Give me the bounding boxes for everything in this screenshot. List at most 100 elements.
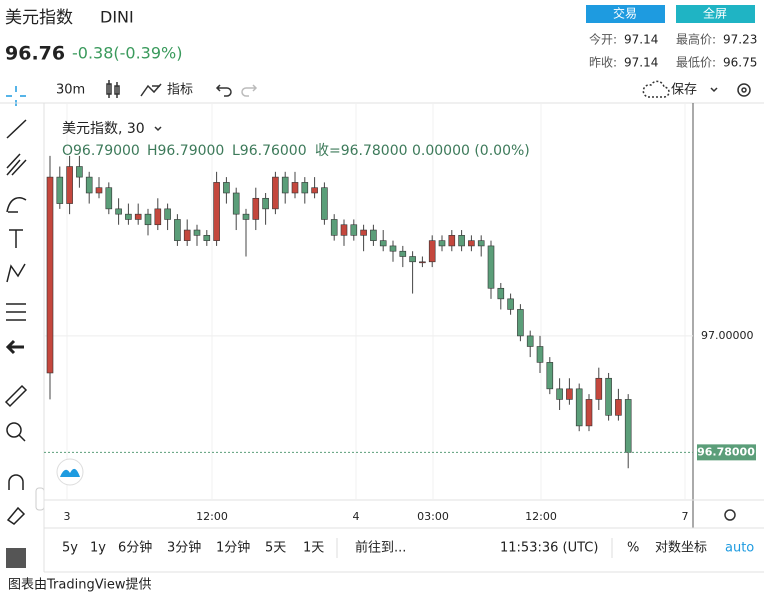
bottom-bar: 5y 1y 6分钟 3分钟 1分钟 5天 1天 [62, 540, 324, 556]
magnet-tool[interactable] [8, 474, 24, 490]
tv-logo[interactable] [56, 458, 84, 486]
candle-body [399, 250, 407, 257]
axis-settings-icon[interactable] [724, 509, 736, 521]
range-button[interactable]: 6分钟 [118, 540, 152, 556]
save-menu-icon[interactable] [710, 87, 718, 93]
redo-icon[interactable] [241, 84, 258, 97]
legend-high: H96.79000 [147, 143, 224, 159]
candle-body [174, 219, 181, 241]
trade-label[interactable]: 交易 [613, 6, 637, 21]
ruler-tool[interactable] [4, 384, 28, 408]
settings-icon[interactable] [737, 83, 751, 97]
zoom-tool[interactable] [6, 422, 22, 438]
candle-body [438, 240, 446, 247]
candle-body [477, 240, 485, 247]
indicator-icon[interactable] [140, 83, 162, 97]
line-tool[interactable] [6, 119, 27, 139]
candle-body [379, 240, 387, 247]
brush-tool[interactable] [6, 197, 27, 213]
candle-body [125, 213, 132, 220]
stat-label: 昨收: [589, 56, 617, 70]
goto[interactable]: 前往到... [355, 540, 406, 556]
candle-type-icon[interactable] [106, 80, 120, 98]
log-toggle[interactable]: 对数坐标 [655, 541, 707, 556]
range-button[interactable]: 1y [90, 541, 106, 556]
candle-body [507, 298, 514, 310]
settings-icon-center [741, 87, 747, 93]
legend-open: O96.79000 [62, 143, 140, 159]
x-tick-label: 12:00 [196, 510, 228, 523]
zoom-handle [18, 434, 26, 442]
candle-body [76, 166, 83, 178]
candle-body [311, 187, 318, 194]
percent-toggle[interactable]: % [627, 541, 639, 556]
legend-menu-icon[interactable] [154, 126, 162, 132]
pattern-tool[interactable] [6, 263, 26, 283]
symbol: DINI [100, 8, 134, 27]
lock-tool[interactable] [6, 506, 26, 525]
range-button[interactable]: 5天 [265, 541, 286, 556]
candle-body [556, 388, 563, 400]
candle-body [66, 166, 73, 204]
legend-low: L96.76000 [232, 143, 307, 159]
hide-tool[interactable] [6, 548, 26, 568]
candle-body [46, 176, 54, 374]
candle-body [536, 346, 544, 363]
candle-body [428, 240, 436, 263]
range-button[interactable]: 3分钟 [167, 540, 201, 556]
range-button[interactable]: 1分钟 [216, 540, 250, 556]
x-tick-label: 4 [353, 510, 360, 523]
candle-body [360, 229, 367, 236]
candle-body [252, 197, 260, 220]
tv-logo-mark [60, 468, 80, 477]
back-tool[interactable] [5, 339, 24, 355]
candle-body [566, 388, 573, 400]
candle-body [144, 213, 152, 226]
stat-value: 97.14 [624, 33, 658, 47]
candle-body [183, 229, 191, 241]
stat-label: 最高价: [676, 32, 716, 47]
text-tool[interactable] [9, 229, 23, 248]
candle-body [615, 399, 622, 416]
candle-body [419, 261, 426, 264]
range-button[interactable]: 1天 [303, 541, 324, 556]
candle-body [624, 399, 632, 453]
candle-body [546, 362, 554, 390]
undo-icon[interactable] [215, 84, 232, 97]
candle-body [458, 235, 465, 247]
interval[interactable]: 30m [56, 83, 85, 98]
candle-body [517, 309, 524, 337]
candle-body [340, 224, 348, 236]
last-price-tag [697, 444, 756, 461]
prediction-tool[interactable] [6, 303, 26, 321]
candle-body [321, 187, 328, 220]
fib-tool[interactable] [6, 153, 27, 176]
candle-body [350, 224, 358, 236]
auto-toggle[interactable]: auto [725, 541, 754, 556]
save[interactable]: 保存 [671, 83, 697, 98]
candle-body [291, 182, 299, 194]
candle-body [262, 197, 269, 210]
candle-body [605, 377, 612, 416]
candle-body [468, 240, 475, 247]
candle-body [526, 335, 534, 347]
footer: 图表由TradingView提供 [8, 577, 152, 593]
candle-body [272, 176, 279, 210]
legend-change: 0.00000 (0.00%) [412, 143, 530, 159]
range-button[interactable]: 5y [62, 541, 78, 556]
fullscreen-label[interactable]: 全屏 [703, 6, 727, 21]
legend-close: 收=96.78000 [315, 143, 408, 159]
fullscreen-button[interactable] [676, 5, 755, 23]
clock: 11:53:36 (UTC) [500, 541, 598, 556]
price: 96.76 [5, 43, 65, 65]
collapse-handle[interactable] [35, 487, 45, 511]
trade-button[interactable] [586, 5, 665, 23]
candle-body [497, 287, 505, 300]
indicators[interactable]: 指标 [167, 83, 193, 98]
candle-body [213, 182, 220, 241]
plot: 3 12:00 4 03:00 12:00 7 97.00000 96.78000 [44, 103, 756, 523]
stat-value: 97.14 [624, 56, 658, 70]
y-tick-label: 97.00000 [701, 329, 754, 342]
candle-body [134, 213, 142, 220]
